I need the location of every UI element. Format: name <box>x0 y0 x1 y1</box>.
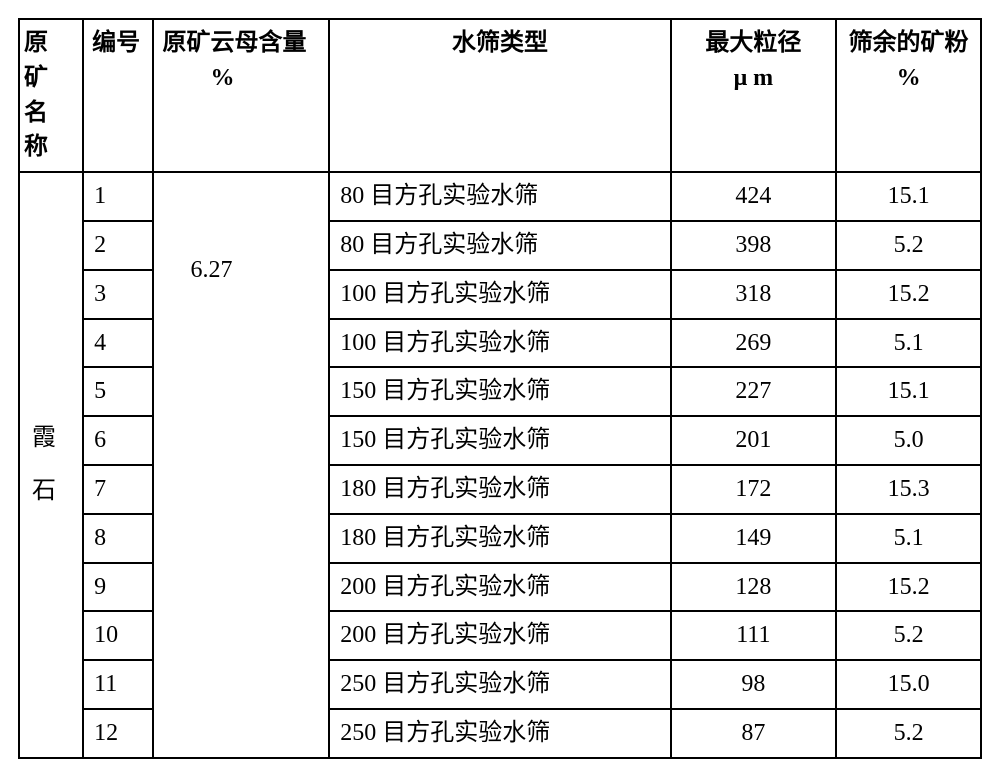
cell-size: 128 <box>671 563 837 612</box>
table-body: 霞石 1 6.27 80 目方孔实验水筛 424 15.1 2 80 目方孔实验… <box>19 172 981 758</box>
cell-residue: 5.2 <box>836 221 981 270</box>
sieve-analysis-table: 原矿名称 编号 原矿云母含量 % 水筛类型 最大粒径μ m 筛余的矿粉% 霞石 … <box>18 18 982 759</box>
cell-sieve: 200 目方孔实验水筛 <box>329 611 670 660</box>
cell-number: 12 <box>83 709 153 758</box>
cell-number: 5 <box>83 367 153 416</box>
cell-residue: 5.2 <box>836 611 981 660</box>
col-header-number: 编号 <box>83 19 153 172</box>
cell-residue: 5.1 <box>836 514 981 563</box>
cell-size: 227 <box>671 367 837 416</box>
cell-sieve: 180 目方孔实验水筛 <box>329 465 670 514</box>
cell-sieve: 80 目方孔实验水筛 <box>329 221 670 270</box>
cell-size: 318 <box>671 270 837 319</box>
cell-size: 201 <box>671 416 837 465</box>
cell-number: 10 <box>83 611 153 660</box>
cell-sieve: 200 目方孔实验水筛 <box>329 563 670 612</box>
cell-sieve: 150 目方孔实验水筛 <box>329 416 670 465</box>
cell-number: 7 <box>83 465 153 514</box>
col-header-ore-name: 原矿名称 <box>19 19 83 172</box>
cell-sieve: 180 目方孔实验水筛 <box>329 514 670 563</box>
cell-number: 8 <box>83 514 153 563</box>
cell-number: 6 <box>83 416 153 465</box>
cell-mica-content: 6.27 <box>153 172 329 758</box>
col-header-mica: 原矿云母含量 % <box>153 19 329 172</box>
table-row: 霞石 1 6.27 80 目方孔实验水筛 424 15.1 <box>19 172 981 221</box>
cell-sieve: 150 目方孔实验水筛 <box>329 367 670 416</box>
cell-number: 11 <box>83 660 153 709</box>
cell-residue: 15.2 <box>836 563 981 612</box>
cell-residue: 15.1 <box>836 367 981 416</box>
cell-number: 2 <box>83 221 153 270</box>
cell-number: 9 <box>83 563 153 612</box>
cell-size: 424 <box>671 172 837 221</box>
cell-number: 3 <box>83 270 153 319</box>
cell-sieve: 250 目方孔实验水筛 <box>329 660 670 709</box>
col-header-max-size: 最大粒径μ m <box>671 19 837 172</box>
cell-residue: 5.0 <box>836 416 981 465</box>
cell-sieve: 80 目方孔实验水筛 <box>329 172 670 221</box>
cell-number: 4 <box>83 319 153 368</box>
cell-residue: 15.0 <box>836 660 981 709</box>
cell-size: 87 <box>671 709 837 758</box>
cell-size: 149 <box>671 514 837 563</box>
cell-size: 398 <box>671 221 837 270</box>
cell-sieve: 100 目方孔实验水筛 <box>329 270 670 319</box>
cell-number: 1 <box>83 172 153 221</box>
cell-residue: 5.1 <box>836 319 981 368</box>
cell-size: 98 <box>671 660 837 709</box>
cell-sieve: 100 目方孔实验水筛 <box>329 319 670 368</box>
cell-residue: 15.2 <box>836 270 981 319</box>
cell-residue: 5.2 <box>836 709 981 758</box>
cell-ore-name: 霞石 <box>19 172 83 758</box>
cell-residue: 15.3 <box>836 465 981 514</box>
table-header-row: 原矿名称 编号 原矿云母含量 % 水筛类型 最大粒径μ m 筛余的矿粉% <box>19 19 981 172</box>
cell-residue: 15.1 <box>836 172 981 221</box>
col-header-residue: 筛余的矿粉% <box>836 19 981 172</box>
cell-size: 269 <box>671 319 837 368</box>
cell-size: 172 <box>671 465 837 514</box>
cell-size: 111 <box>671 611 837 660</box>
col-header-sieve-type: 水筛类型 <box>329 19 670 172</box>
cell-sieve: 250 目方孔实验水筛 <box>329 709 670 758</box>
